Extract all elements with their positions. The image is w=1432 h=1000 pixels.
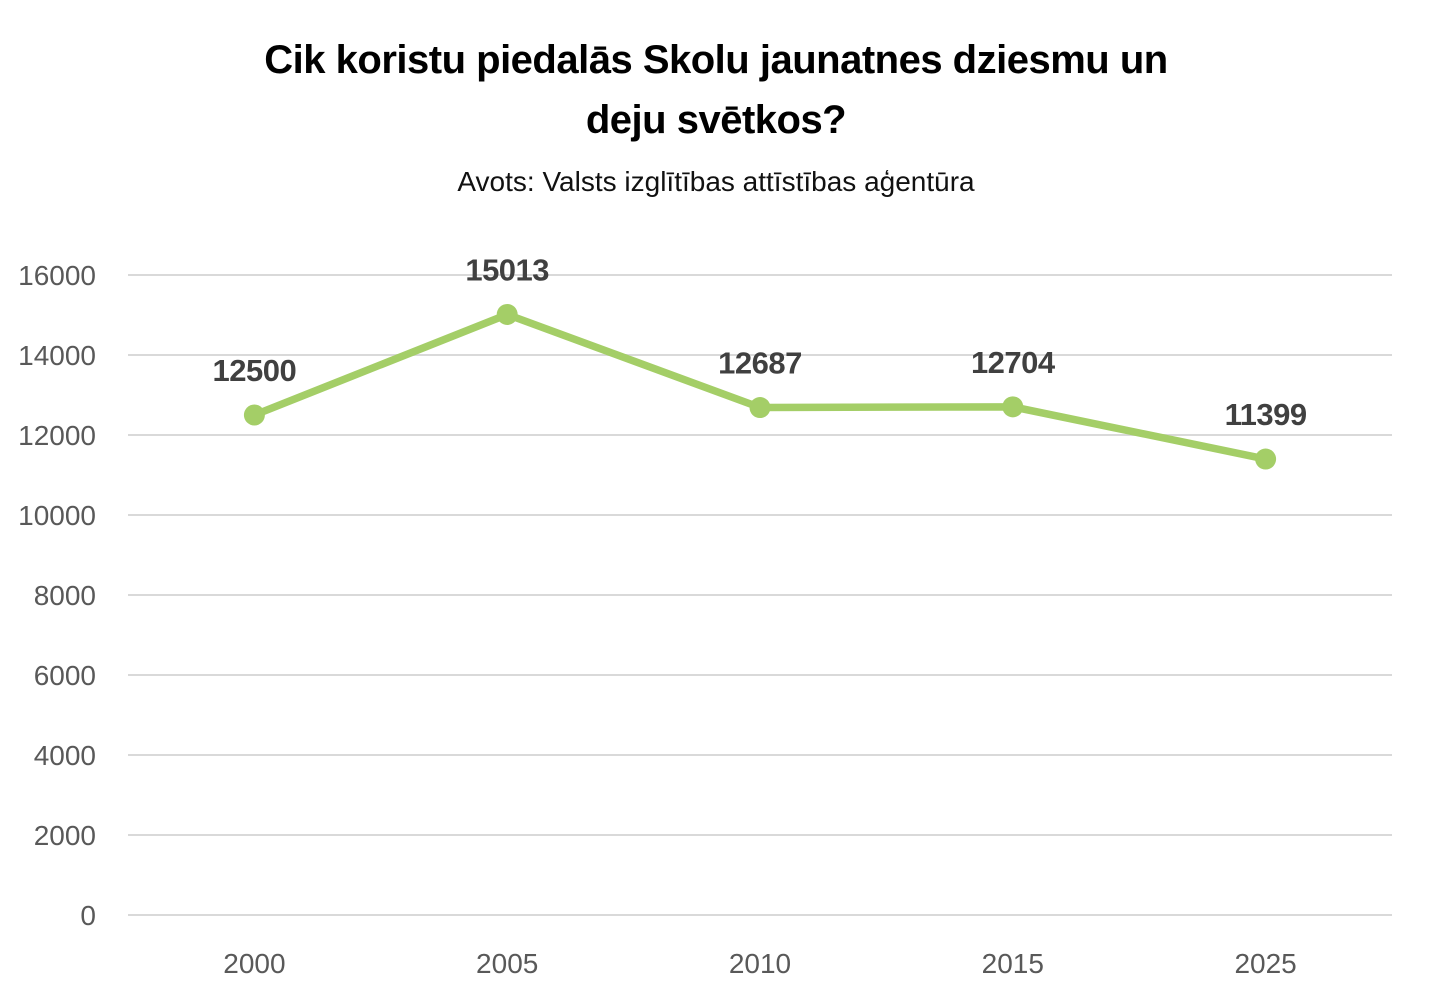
data-point-marker [496,303,518,325]
y-axis-tick-label: 10000 [18,500,96,531]
x-axis-tick-label: 2005 [476,948,538,979]
y-axis-tick-label: 6000 [34,660,96,691]
chart-subtitle: Avots: Valsts izglītības attīstības aģen… [457,166,975,197]
y-axis-tick-label: 12000 [18,420,96,451]
series-line [250,310,1270,463]
data-point-label: 12687 [718,346,802,381]
y-axis-tick-label: 4000 [34,740,96,771]
y-axis-tick-label: 0 [80,900,96,931]
chart-title: Cik koristu piedalās Skolu jaunatnes dzi… [0,30,1432,150]
data-point-label: 12500 [213,353,297,388]
data-point-marker [1255,448,1277,470]
data-point-label: 12704 [971,345,1056,380]
data-point-marker [749,397,771,419]
chart-title-line-1: Cik koristu piedalās Skolu jaunatnes dzi… [264,38,1168,82]
x-axis-tick-label: 2015 [982,948,1044,979]
x-axis-tick-label: 2000 [223,948,285,979]
data-point-marker [1002,396,1024,418]
y-axis-tick-label: 16000 [18,260,96,291]
y-axis-tick-label: 8000 [34,580,96,611]
x-axis-tick-label: 2010 [729,948,791,979]
x-axis-tick-label: 2025 [1234,948,1296,979]
data-point-label: 11399 [1225,397,1307,432]
data-point-label: 15013 [465,252,549,287]
chart-title-line-2: deju svētkos? [585,98,847,142]
data-point-marker [243,404,265,426]
y-axis-tick-label: 2000 [34,820,96,851]
y-axis-tick-label: 14000 [18,340,96,371]
